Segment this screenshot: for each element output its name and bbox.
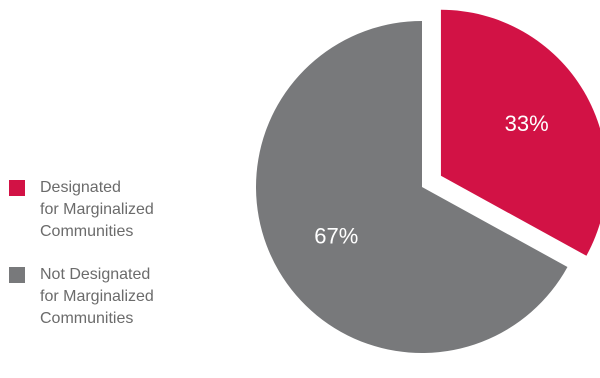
legend-item-not-designated: Not Designated for Marginalized Communit… — [9, 265, 209, 330]
pie-slices — [256, 10, 600, 353]
data-label-not-designated: 67% — [314, 224, 358, 249]
legend-label-designated: Designated for Marginalized Communities — [40, 177, 154, 243]
legend-label-not-designated: Not Designated for Marginalized Communit… — [40, 264, 154, 330]
legend: Designated for Marginalized Communities … — [9, 178, 209, 352]
legend-swatch-not-designated — [9, 267, 25, 283]
legend-swatch-designated — [9, 180, 25, 196]
legend-item-designated: Designated for Marginalized Communities — [9, 178, 209, 243]
data-label-designated: 33% — [505, 111, 549, 136]
